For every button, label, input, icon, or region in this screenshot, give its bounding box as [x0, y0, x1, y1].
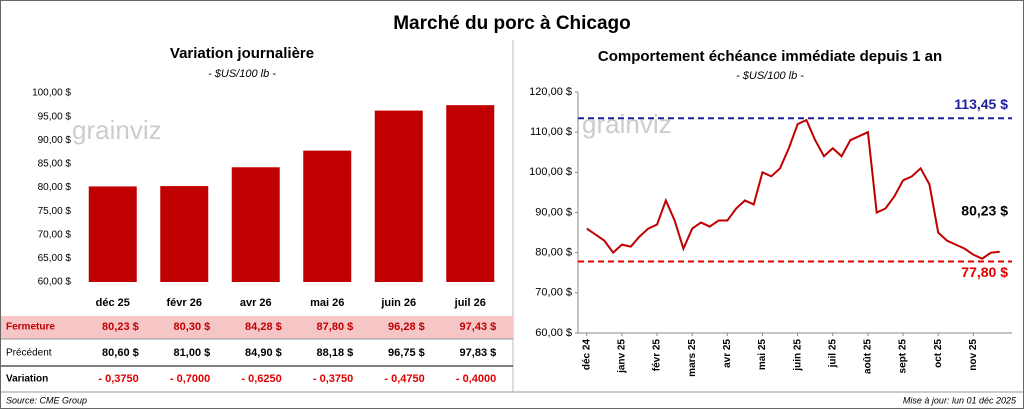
x-tick-label: mai 25: [757, 339, 768, 371]
table-cell: - 0,3750: [98, 373, 138, 385]
x-tick-label: janv 25: [617, 339, 628, 374]
x-tick-label: déc 25: [96, 297, 130, 309]
reference-label: 77,80 $: [961, 264, 1008, 280]
x-tick-label: déc 24: [581, 339, 592, 371]
table-cell: 84,28 $: [245, 321, 282, 333]
y-tick-label: 120,00 $: [529, 86, 572, 98]
table-cell: 97,43 $: [460, 321, 497, 333]
y-tick-label: 80,00 $: [38, 182, 72, 193]
x-tick-label: juin 25: [792, 339, 803, 372]
y-tick-label: 70,00 $: [38, 229, 72, 240]
chart-subtitle: - $US/100 lb -: [736, 70, 804, 82]
x-tick-label: mai 26: [310, 297, 344, 309]
bar: [88, 186, 137, 282]
price-line: [586, 118, 1000, 260]
x-tick-label: juil 25: [827, 339, 838, 369]
highlight-row: [1, 316, 513, 339]
watermark: grainviz: [72, 115, 162, 145]
bar: [160, 186, 209, 282]
x-tick-label: avr 25: [722, 339, 733, 368]
table-cell: - 0,3750: [313, 373, 353, 385]
chart-subtitle: - $US/100 lb -: [208, 68, 276, 80]
x-tick-label: sept 25: [898, 339, 909, 374]
y-tick-label: 90,00 $: [535, 206, 572, 218]
table-cell: 87,80 $: [317, 321, 354, 333]
watermark: grainviz: [582, 109, 672, 139]
chart-title: Variation journalière: [170, 45, 314, 62]
y-tick-label: 60,00 $: [38, 277, 72, 288]
table-cell: 84,90 $: [245, 347, 282, 359]
table-cell: 96,75 $: [388, 347, 425, 359]
chart-title: Comportement échéance immédiate depuis 1…: [598, 48, 942, 65]
y-tick-label: 65,00 $: [38, 253, 72, 264]
y-tick-label: 110,00 $: [530, 126, 572, 138]
y-tick-label: 70,00 $: [535, 287, 572, 299]
table-cell: - 0,6250: [241, 373, 281, 385]
x-tick-label: août 25: [863, 339, 874, 374]
reference-label: 113,45 $: [954, 96, 1008, 112]
x-tick-label: févr 25: [652, 339, 663, 372]
y-tick-label: 75,00 $: [38, 206, 72, 217]
bar: [446, 105, 495, 282]
table-cell: - 0,7000: [170, 373, 210, 385]
table-cell: 80,60 $: [102, 347, 139, 359]
x-tick-label: oct 25: [933, 339, 944, 368]
table-cell: 81,00 $: [174, 347, 211, 359]
source: Source: CME Group: [6, 395, 87, 405]
x-tick-label: avr 26: [240, 297, 272, 309]
x-tick-label: mars 25: [687, 339, 698, 377]
table-cell: 80,23 $: [102, 321, 139, 333]
x-tick-label: févr 26: [167, 297, 202, 309]
row-label: Fermeture: [6, 322, 55, 333]
table-cell: 97,83 $: [460, 347, 497, 359]
row-label: Variation: [6, 374, 48, 385]
y-tick-label: 80,00 $: [535, 247, 572, 259]
page-title: Marché du porc à Chicago: [393, 13, 631, 34]
x-tick-label: nov 25: [968, 339, 979, 371]
table-cell: - 0,4750: [384, 373, 424, 385]
x-tick-label: juin 26: [380, 297, 416, 309]
table-cell: - 0,4000: [456, 373, 496, 385]
y-tick-label: 100,00 $: [529, 166, 572, 178]
y-tick-label: 60,00 $: [535, 327, 572, 339]
bar: [374, 110, 423, 283]
last-value-label: 80,23 $: [961, 202, 1008, 218]
table-cell: 88,18 $: [317, 347, 354, 359]
row-label: Précédent: [6, 348, 52, 359]
updated: Mise à jour: lun 01 déc 2025: [903, 395, 1017, 405]
bar: [231, 167, 280, 282]
y-tick-label: 85,00 $: [38, 159, 72, 170]
x-tick-label: juil 26: [454, 297, 486, 309]
table-cell: 96,28 $: [388, 321, 425, 333]
y-tick-label: 90,00 $: [38, 135, 72, 146]
table-cell: 80,30 $: [174, 321, 211, 333]
y-tick-label: 95,00 $: [38, 111, 72, 122]
bar: [303, 150, 352, 282]
y-tick-label: 100,00 $: [32, 88, 71, 99]
